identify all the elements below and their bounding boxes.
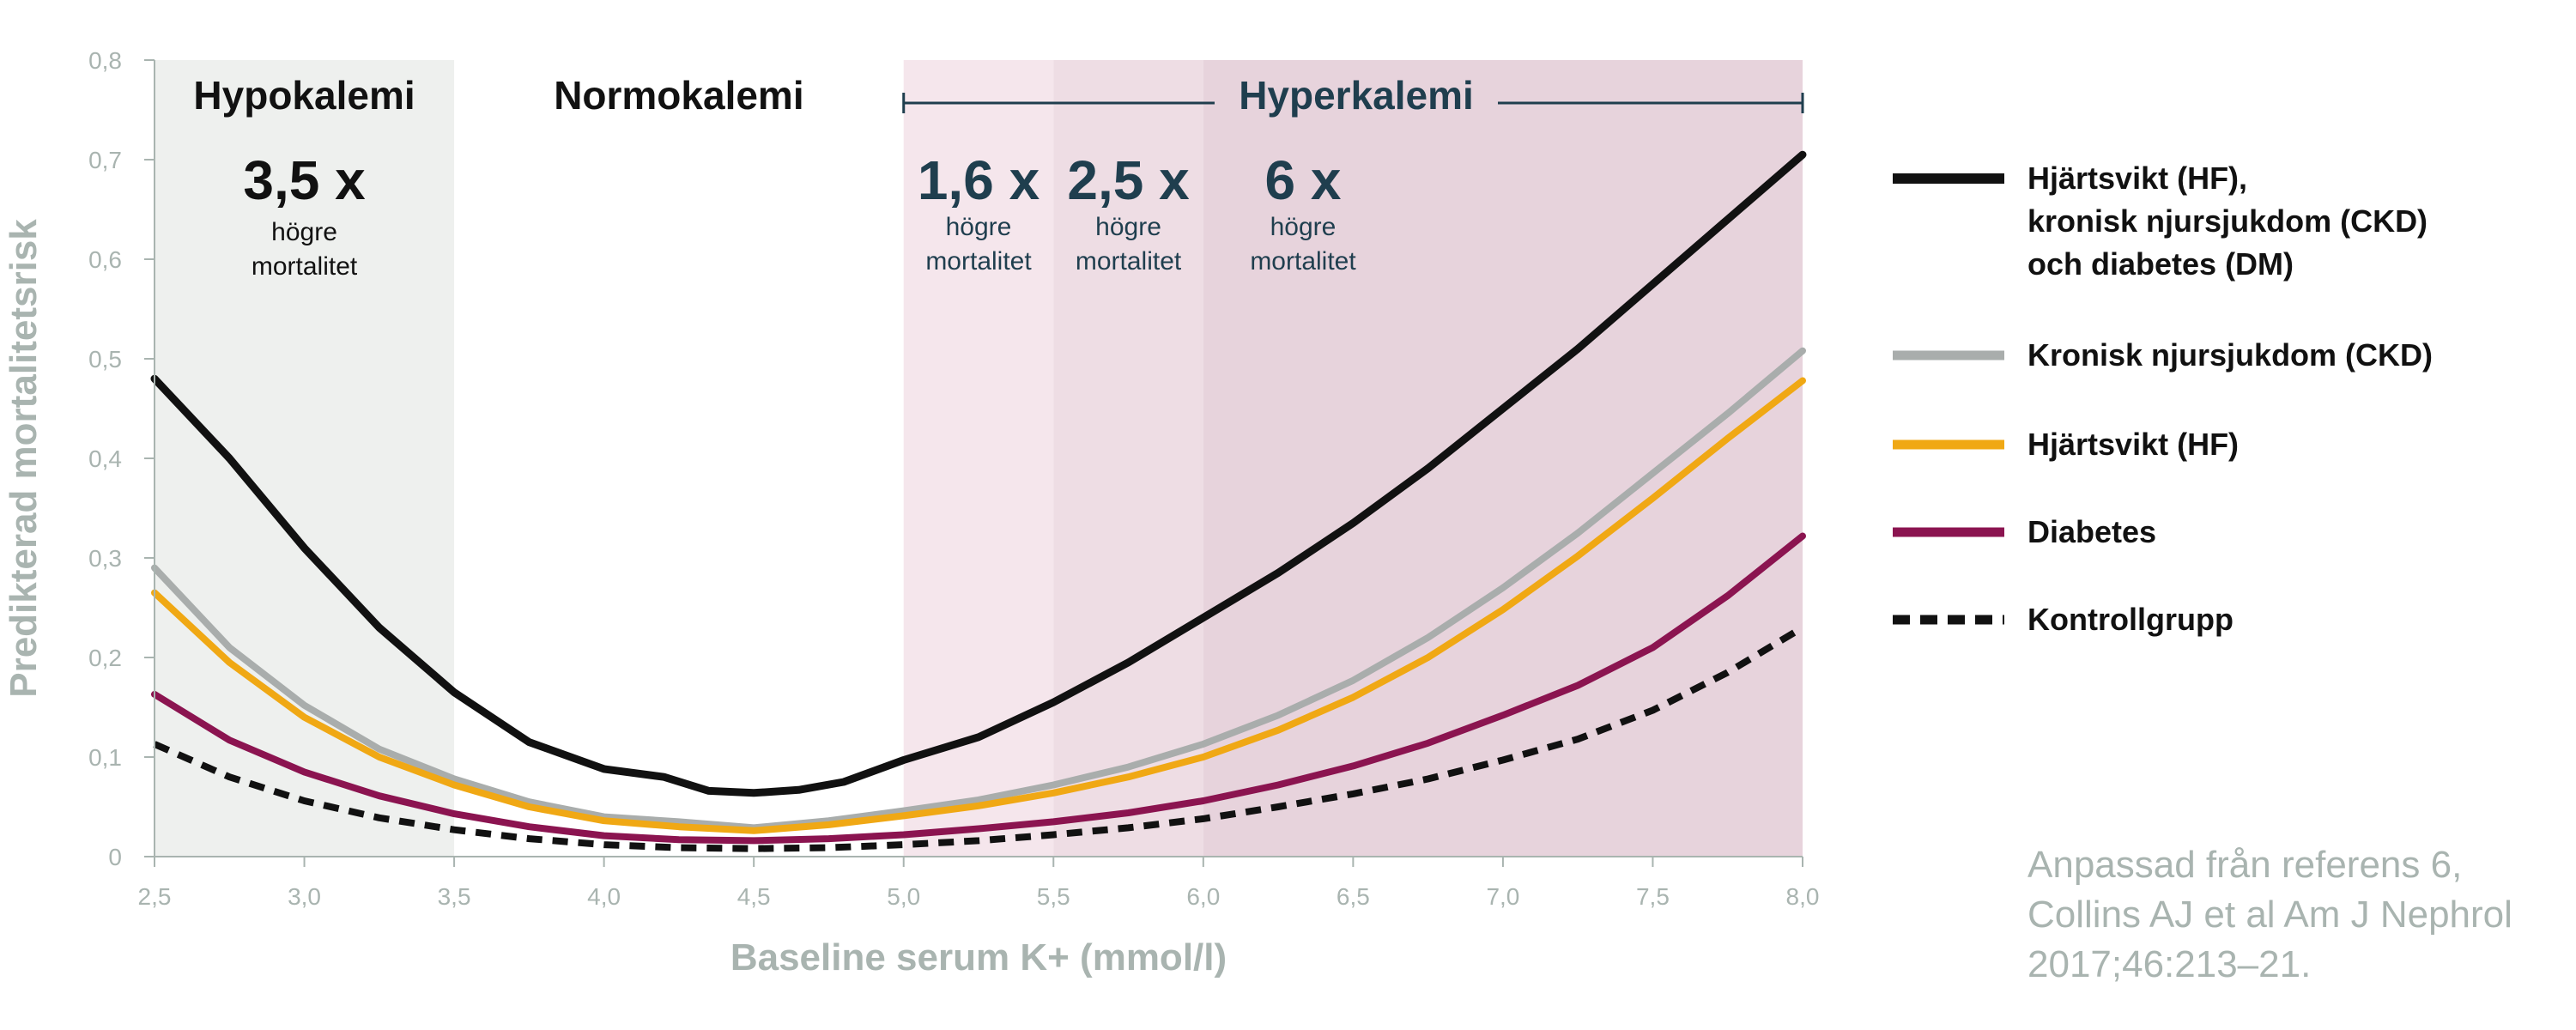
hyperkalemi-multiplier-1: 1,6 x: [918, 149, 1040, 211]
hyperkalemi-multiplier-2: 2,5 x: [1067, 149, 1190, 211]
hyperkalemi-note-line1-3: högre: [1270, 213, 1336, 241]
y-tick-label: 0,5: [88, 346, 122, 373]
x-tick-label: 4,0: [587, 883, 621, 910]
source-note-line1: Anpassad från referens 6,: [2027, 844, 2462, 886]
hyperkalemi-note-line2-1: mortalitet: [925, 247, 1032, 276]
y-tick-label: 0,2: [88, 645, 122, 671]
y-tick-label: 0,8: [88, 47, 122, 74]
x-tick-label: 6,5: [1336, 883, 1370, 910]
x-tick-label: 4,5: [737, 883, 771, 910]
normokalemi-label: Normokalemi: [554, 73, 803, 118]
x-tick-label: 2,5: [138, 883, 172, 910]
x-tick-label: 7,5: [1636, 883, 1670, 910]
hyperkalemi-band-2-bg: [1053, 60, 1203, 857]
y-tick-label: 0,6: [88, 246, 122, 273]
series-line-1: [150, 150, 1807, 797]
y-tick-label: 0,3: [88, 545, 122, 572]
hypokalemi-label: Hypokalemi: [193, 73, 415, 118]
hypokalemi-note-line1: högre: [271, 218, 337, 246]
y-tick-label: 0,1: [88, 744, 122, 771]
hyperkalemi-note-line1-1: högre: [946, 213, 1012, 241]
legend-label-1-line3: och diabetes (DM): [2027, 246, 2294, 282]
zones-layer: [155, 60, 1803, 857]
x-tick-label: 6,0: [1186, 883, 1220, 910]
labels-layer: Hypokalemi 3,5 x högre mortalitet Normokalem…: [193, 73, 1804, 281]
legend-label-4-line1: Diabetes: [2027, 514, 2156, 549]
hyperkalemi-band-1-bg: [903, 60, 1054, 857]
source-layer: Anpassad från referens 6, Collins AJ et a…: [2027, 844, 2512, 985]
legend-label-2-line1: Kronisk njursjukdom (CKD): [2027, 337, 2433, 373]
legend-layer: Hjärtsvikt (HF), kronisk njursjukdom (CKD…: [1893, 161, 2433, 637]
series-line-3: [151, 377, 1806, 834]
y-tick-label: 0,7: [88, 147, 122, 173]
series-line-5: [153, 624, 1805, 852]
x-tick-label: 3,5: [438, 883, 471, 910]
source-note-line3: 2017;46:213–21.: [2027, 943, 2311, 985]
legend-label-3-line1: Hjärtsvikt (HF): [2027, 427, 2239, 462]
x-tick-label: 5,5: [1037, 883, 1070, 910]
hypokalemi-multiplier: 3,5 x: [243, 149, 366, 211]
x-axis-title: Baseline serum K+ (mmol/l): [730, 936, 1227, 978]
curves-layer: [150, 150, 1807, 852]
hyperkalemi-note-line2-3: mortalitet: [1250, 247, 1356, 276]
hyperkalemi-note-line1-2: högre: [1095, 213, 1161, 241]
legend-label-1-line2: kronisk njursjukdom (CKD): [2027, 203, 2428, 239]
y-axis-title: Predikterad mortalitetsrisk: [3, 219, 45, 698]
series-line-4: [151, 532, 1806, 845]
source-note-line2: Collins AJ et al Am J Nephrol: [2027, 894, 2512, 936]
hypokalemi-note-line2: mortalitet: [252, 252, 358, 281]
hyperkalemi-note-line2-2: mortalitet: [1076, 247, 1182, 276]
legend-label-1-line1: Hjärtsvikt (HF),: [2027, 161, 2247, 196]
legend-label-5-line1: Kontrollgrupp: [2027, 602, 2234, 637]
x-tick-label: 5,0: [887, 883, 920, 910]
x-tick-label: 7,0: [1486, 883, 1519, 910]
axes-layer: 0 0,1 0,2 0,3 0,4 0,5 0,6 0,7 0,8 2,5 3,0 3,5 4,0 4,5…: [3, 47, 1819, 978]
hyperkalemi-multiplier-3: 6 x: [1265, 149, 1342, 211]
series-line-2: [151, 347, 1806, 832]
hyperkalemi-label: Hyperkalemi: [1239, 73, 1474, 118]
x-tick-label: 8,0: [1786, 883, 1820, 910]
y-tick-label: 0,4: [88, 445, 122, 472]
y-tick-label: 0: [108, 844, 122, 870]
x-tick-label: 3,0: [288, 883, 321, 910]
